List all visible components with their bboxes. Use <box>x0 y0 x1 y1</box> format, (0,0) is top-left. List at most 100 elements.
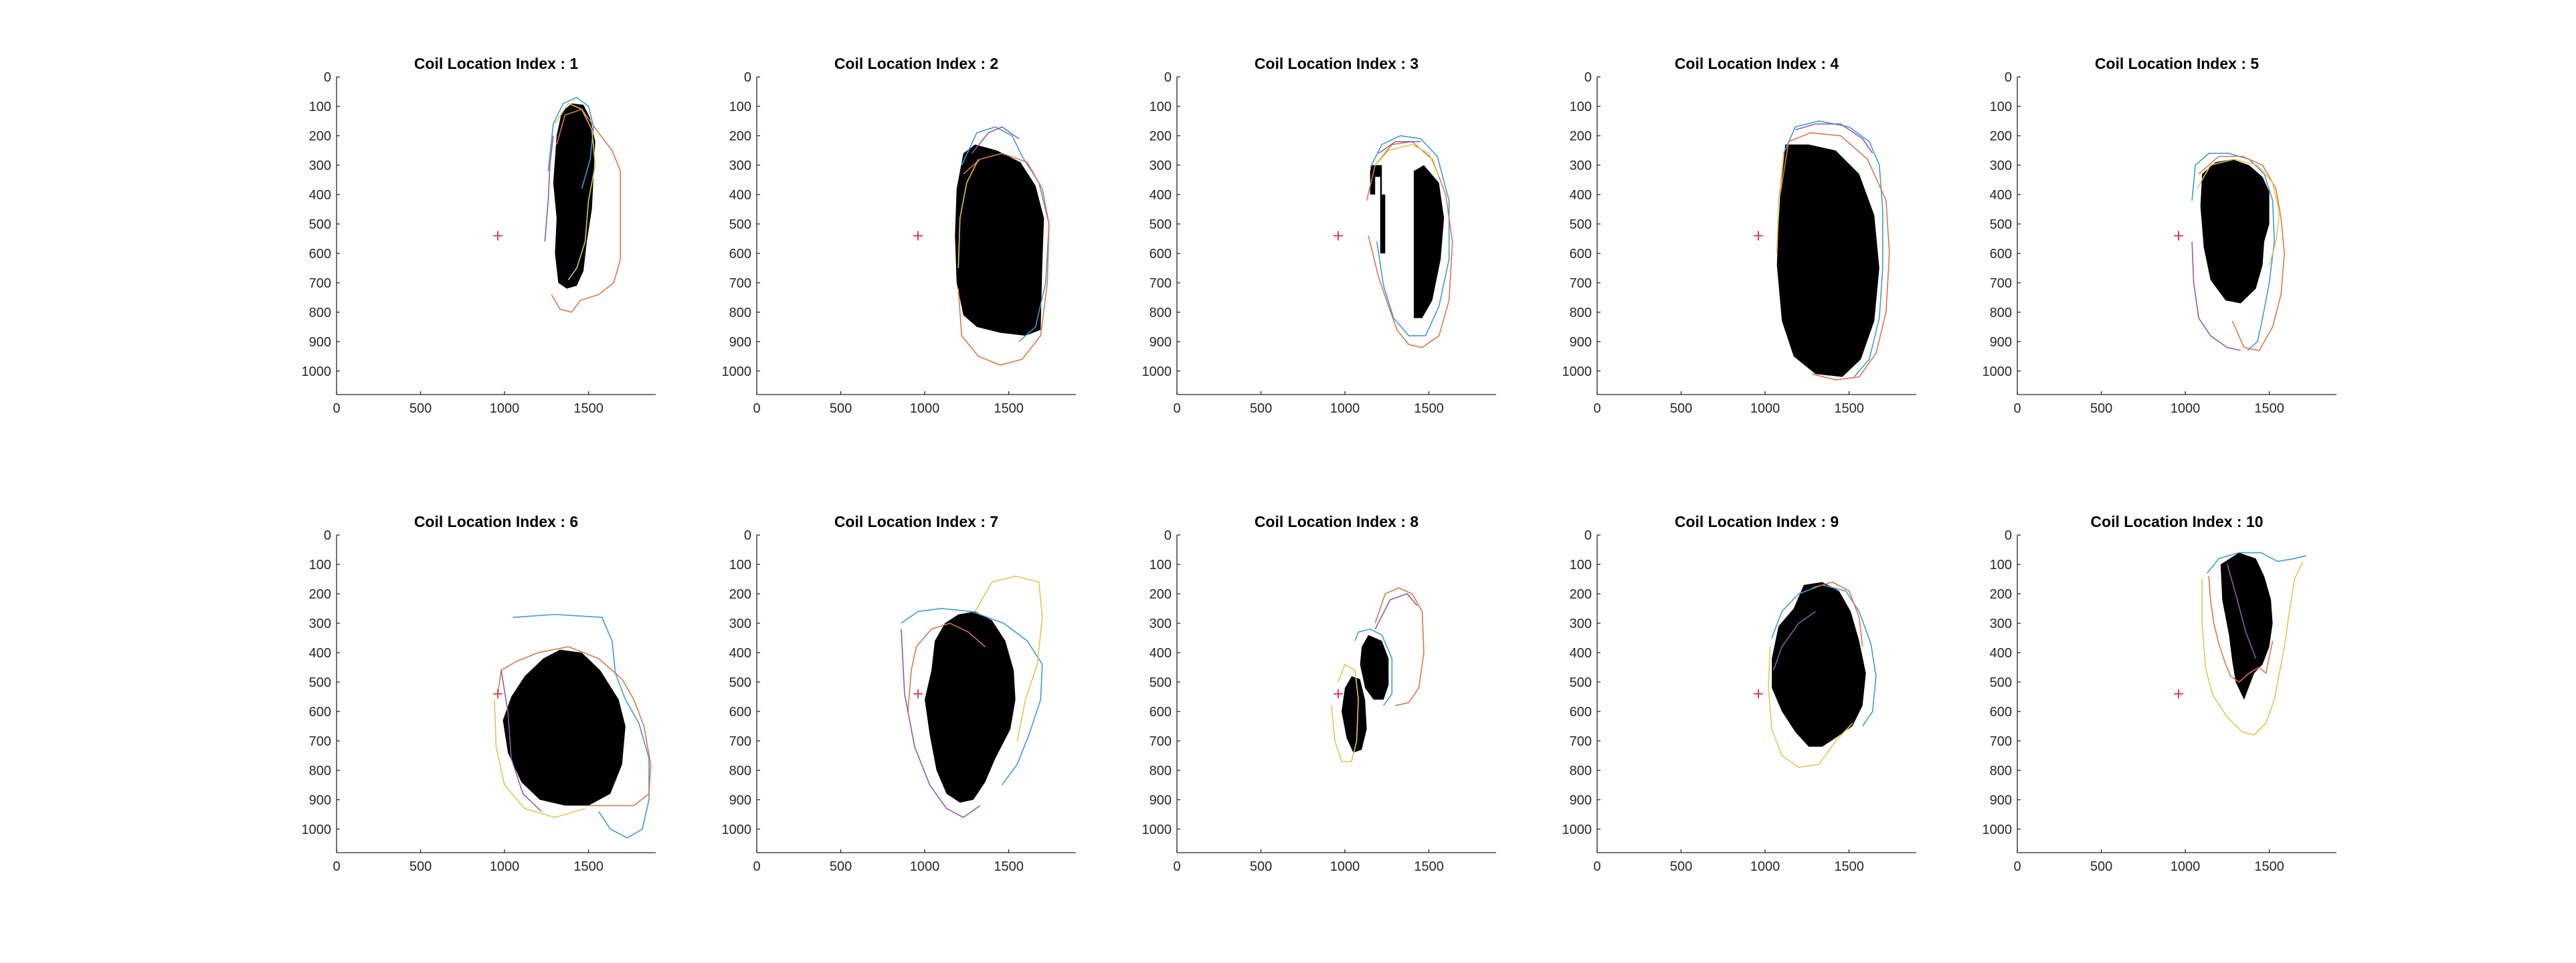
y-tick-label: 0 <box>744 528 751 543</box>
y-tick-label: 200 <box>729 129 751 144</box>
y-tick-label: 0 <box>1164 70 1172 85</box>
data-region-fill <box>1776 144 1879 377</box>
y-tick-label: 500 <box>1990 675 2012 690</box>
y-tick-label: 500 <box>729 675 751 690</box>
contour-line-4 <box>1378 140 1421 154</box>
x-tick-label: 1000 <box>1330 401 1360 416</box>
y-tick-label: 200 <box>309 129 331 144</box>
contour-line-1 <box>1354 628 1393 706</box>
y-tick-label: 0 <box>324 528 331 543</box>
y-tick-label: 800 <box>1149 306 1172 320</box>
y-tick-label: 500 <box>309 675 331 690</box>
chart-title: Coil Location Index : 4 <box>1675 55 1839 72</box>
y-tick-label: 800 <box>309 764 331 778</box>
chart-panel-4: Coil Location Index : 4 0 100 200 300 400 500 6… <box>1562 55 1916 416</box>
chart-title: Coil Location Index : 3 <box>1255 55 1418 72</box>
y-tick-label: 300 <box>729 617 751 631</box>
y-tick-label: 700 <box>309 276 331 291</box>
y-tick-label: 700 <box>1570 734 1592 749</box>
contour-line-1 <box>2191 152 2275 351</box>
y-tick-label: 900 <box>1570 335 1592 350</box>
x-tick-label: 1000 <box>2171 859 2201 874</box>
data-region-fill <box>1360 635 1389 700</box>
x-tick-label: 500 <box>1250 401 1272 416</box>
x-tick-label: 0 <box>333 859 340 874</box>
y-tick-label: 0 <box>324 70 331 85</box>
contour-line-3 <box>1374 144 1440 177</box>
y-tick-label: 0 <box>2005 528 2012 543</box>
chart-title: Coil Location Index : 8 <box>1255 513 1419 530</box>
x-tick-label: 1500 <box>1834 401 1864 416</box>
x-tick-label: 1500 <box>1414 401 1444 416</box>
y-tick-label: 1000 <box>1983 364 2013 379</box>
contour-line-4 <box>971 126 1020 154</box>
y-tick-label: 600 <box>1990 247 2012 261</box>
y-tick-label: 1000 <box>302 364 332 379</box>
y-tick-label: 300 <box>1990 617 2012 631</box>
contour-line-2 <box>1366 140 1453 348</box>
y-tick-label: 400 <box>1570 188 1592 203</box>
x-tick-label: 0 <box>2013 401 2021 416</box>
y-tick-label: 300 <box>1149 158 1172 173</box>
y-tick-label: 200 <box>309 587 331 602</box>
y-tick-label: 600 <box>1570 247 1592 261</box>
y-tick-label: 100 <box>1570 100 1592 114</box>
y-tick-label: 600 <box>1149 247 1172 261</box>
contour-line-1 <box>901 608 1043 786</box>
y-tick-label: 700 <box>1570 276 1592 291</box>
x-tick-label: 0 <box>1593 401 1600 416</box>
x-tick-label: 0 <box>2013 859 2021 874</box>
contour-line-3 <box>2196 158 2280 265</box>
y-tick-label: 500 <box>1990 217 2012 232</box>
y-tick-label: 0 <box>1584 70 1592 85</box>
contour-line-2 <box>2208 576 2274 683</box>
y-tick-label: 300 <box>309 617 331 631</box>
y-tick-label: 1000 <box>1562 823 1592 837</box>
x-tick-label: 1500 <box>1834 859 1864 874</box>
contour-line-3 <box>2201 561 2304 736</box>
contour-line-4 <box>901 629 981 819</box>
y-tick-label: 700 <box>1149 276 1172 291</box>
contour-line-3 <box>957 158 980 268</box>
coil-marker <box>1754 689 1764 699</box>
contour-line-1 <box>961 126 1050 342</box>
y-tick-label: 800 <box>729 764 751 778</box>
coil-marker <box>493 689 503 699</box>
y-tick-label: 900 <box>1990 335 2012 350</box>
y-tick-label: 100 <box>729 100 751 114</box>
x-tick-label: 500 <box>409 401 432 416</box>
y-tick-label: 700 <box>729 734 751 749</box>
coil-marker <box>1333 689 1344 699</box>
y-tick-label: 500 <box>1149 217 1172 232</box>
chart-panel-7: Coil Location Index : 7 0 100 200 300 400 500 6… <box>722 513 1076 874</box>
x-tick-label: 0 <box>753 401 760 416</box>
x-tick-label: 500 <box>2090 859 2112 874</box>
coil-marker <box>1333 231 1344 241</box>
y-tick-label: 0 <box>1164 528 1172 543</box>
y-tick-label: 500 <box>1570 217 1592 232</box>
chart-title: Coil Location Index : 2 <box>834 55 998 72</box>
coil-marker <box>2174 689 2184 699</box>
chart-panel-3: Coil Location Index : 3 0 100 200 300 400 500 6… <box>1142 55 1496 416</box>
y-tick-label: 1000 <box>722 823 752 837</box>
x-tick-label: 0 <box>1593 859 1600 874</box>
y-tick-label: 800 <box>1570 764 1592 778</box>
x-tick-label: 1500 <box>573 401 604 416</box>
y-tick-label: 600 <box>1990 705 2012 720</box>
y-tick-label: 500 <box>729 217 751 232</box>
contour-line-3 <box>554 102 596 280</box>
data-region-fill <box>502 649 626 806</box>
contour-line-4 <box>500 670 542 813</box>
y-tick-label: 100 <box>1149 100 1172 114</box>
contour-line-1 <box>2207 552 2307 574</box>
data-region-fill <box>955 144 1044 336</box>
y-tick-label: 100 <box>729 558 751 572</box>
chart-panel-6: Coil Location Index : 6 0 100 200 300 400 500 6… <box>302 513 656 874</box>
data-region-fill <box>1370 165 1386 253</box>
y-tick-label: 400 <box>1990 646 2012 661</box>
data-region-fill <box>1772 582 1866 747</box>
contour-line-2 <box>957 152 1050 366</box>
y-tick-label: 100 <box>1570 558 1592 572</box>
y-tick-label: 300 <box>1570 158 1592 173</box>
contour-line-1 <box>1782 120 1883 378</box>
